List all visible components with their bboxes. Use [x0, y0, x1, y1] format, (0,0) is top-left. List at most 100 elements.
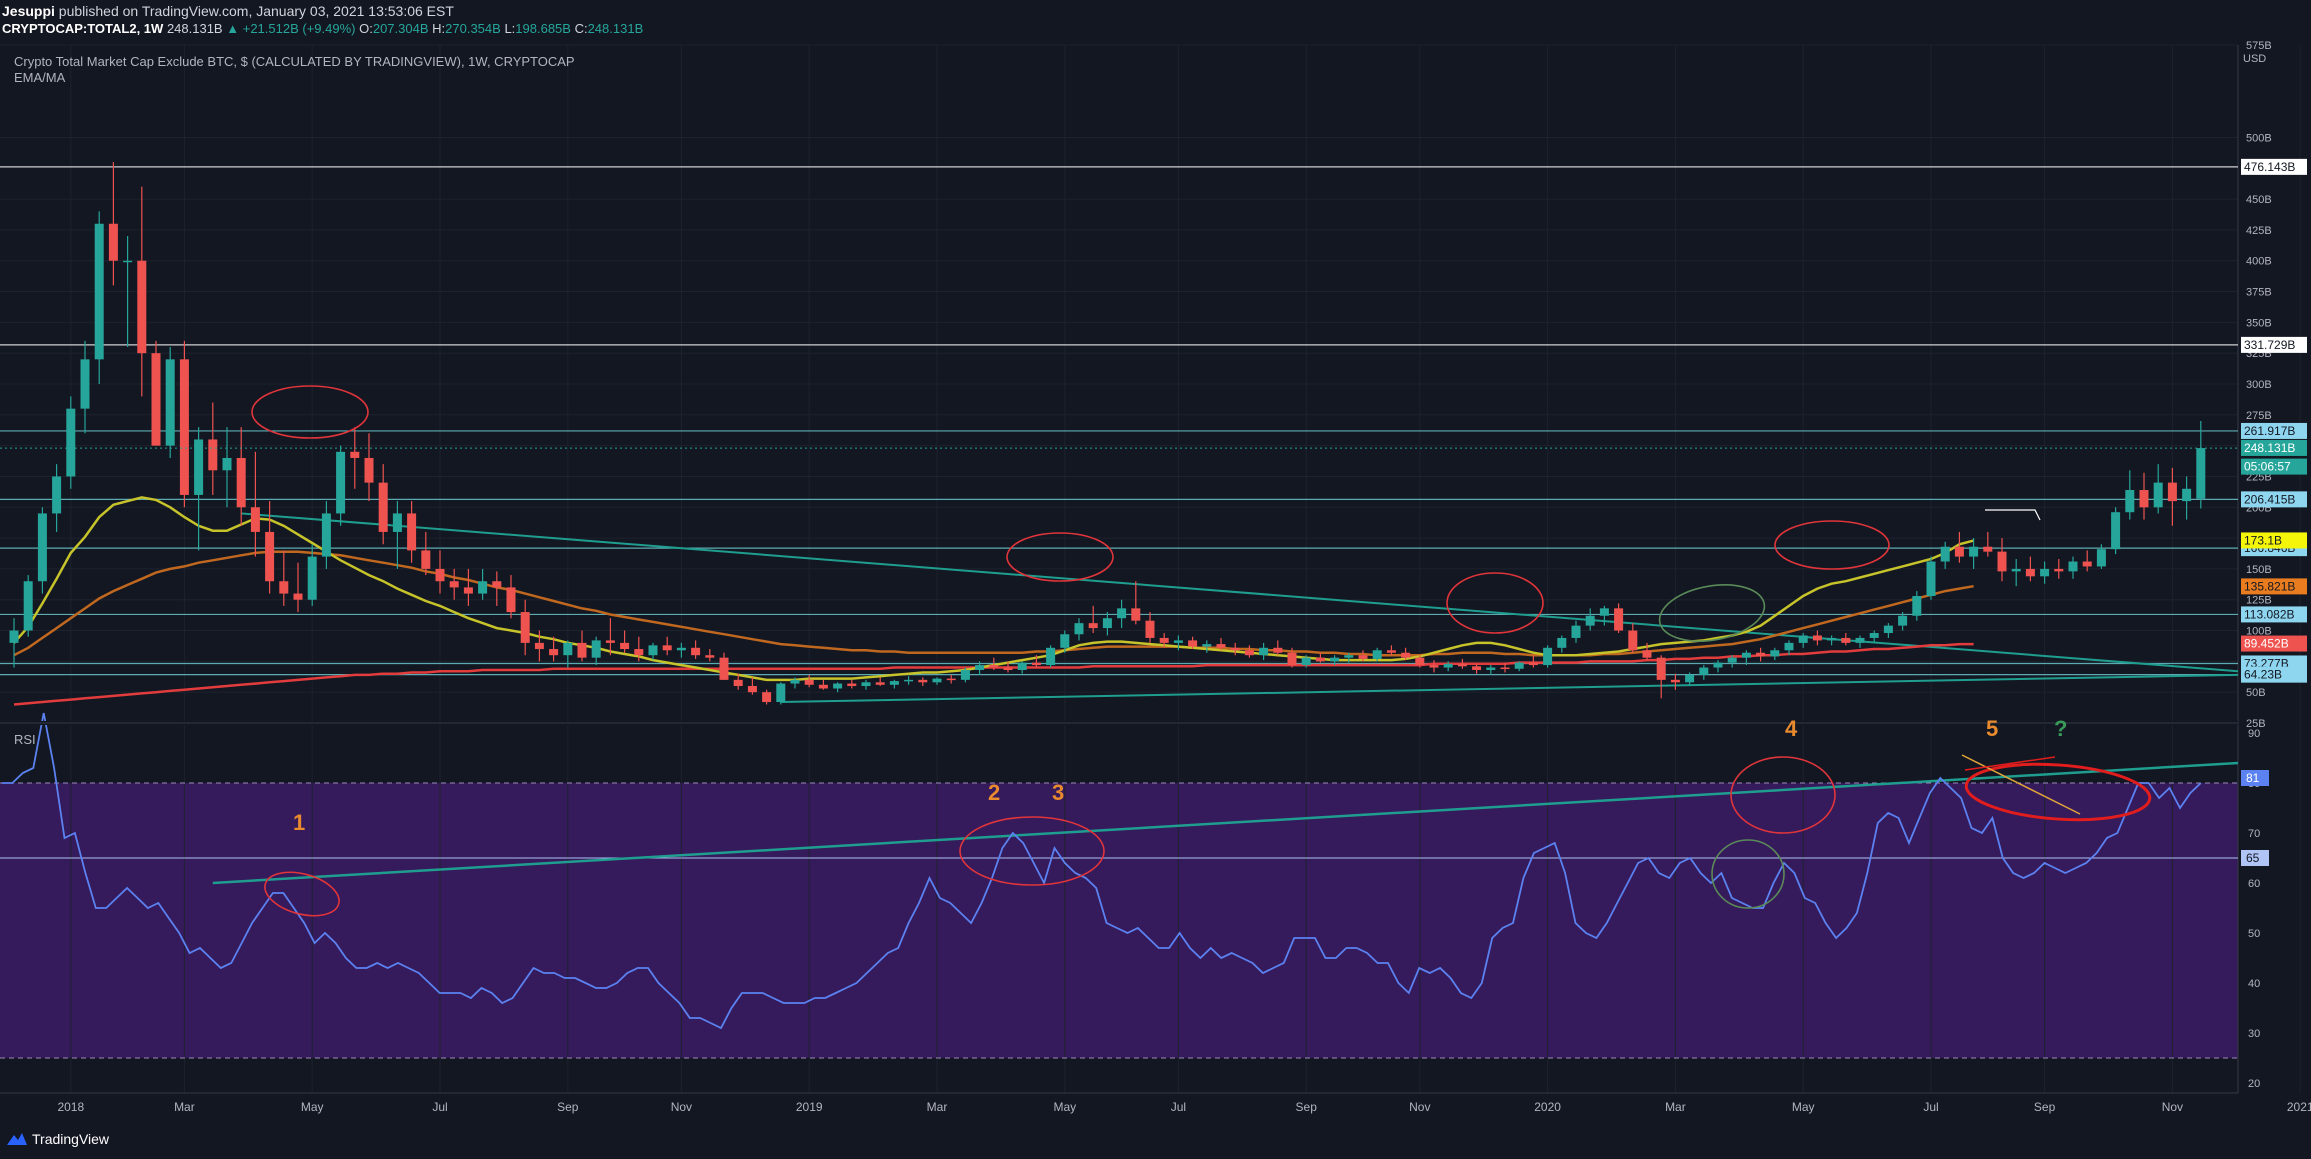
candle-down [946, 674, 956, 684]
time-tick-label: Nov [1409, 1100, 1430, 1114]
rsi-tick-label: 70 [2248, 828, 2260, 840]
candle-up [676, 642, 686, 658]
candle-down [449, 568, 459, 600]
candle-body [1244, 650, 1254, 656]
rsi-level-label: 81 [2241, 770, 2269, 786]
candle-up [1883, 623, 1893, 638]
candle-body [1883, 625, 1893, 634]
candle-body [1173, 640, 1183, 643]
rsi-level-bg [2241, 850, 2269, 866]
candle-body [960, 669, 970, 680]
candle-up [1869, 630, 1879, 643]
candle-body [350, 451, 360, 458]
candle-down [108, 162, 118, 286]
candle-body [861, 682, 871, 687]
time-tick-label: Nov [2162, 1100, 2183, 1114]
time-tick-label: May [301, 1100, 324, 1114]
candle-body [1926, 561, 1936, 597]
level-label-text: 261.917B [2244, 424, 2295, 438]
tradingview-logo-icon [6, 1131, 28, 1147]
candle-body [1940, 546, 1950, 562]
candle-body [1812, 635, 1822, 641]
currency-label: USD [2243, 53, 2267, 65]
candle-up [960, 667, 970, 683]
candle-up [1557, 635, 1567, 653]
level-label-bg [2241, 422, 2307, 439]
candle-up [321, 501, 331, 569]
candle-body [449, 581, 459, 588]
candle-body [719, 657, 729, 680]
level-price-label: 261.917B [2241, 422, 2307, 439]
candle-down [847, 679, 857, 689]
candle-up [2125, 470, 2135, 520]
candle-up [37, 507, 47, 594]
ema_orange-price-label: 135.821B [2241, 578, 2307, 595]
candle-body [1401, 652, 1411, 658]
time-tick-label: Mar [1665, 1100, 1686, 1114]
publisher-name[interactable]: Jesuppi [2, 3, 55, 19]
tradingview-brand[interactable]: TradingView [6, 1131, 109, 1147]
candle-down [1244, 645, 1254, 658]
countdown-price-label: 05:06:57 [2241, 458, 2307, 475]
candle-body [2040, 568, 2050, 577]
candle-down [1841, 633, 1851, 646]
time-tick-label: Sep [557, 1100, 579, 1114]
level-price-label: 476.143B [2241, 158, 2307, 175]
rsi-label[interactable]: RSI [14, 732, 36, 747]
candle-body [1571, 625, 1581, 638]
candle-down [463, 568, 473, 606]
candle-down [719, 652, 729, 680]
price-label-bg [2241, 439, 2307, 456]
candle-body [847, 683, 857, 687]
candle-down [1983, 531, 1993, 557]
candle-body [66, 408, 76, 477]
level-label-text: 206.415B [2244, 492, 2295, 506]
candle-body [293, 593, 303, 600]
candle-down [634, 636, 644, 662]
candle-body [506, 587, 516, 613]
candle-down [1145, 612, 1155, 643]
candle-body [620, 642, 630, 650]
candle-up [889, 679, 899, 689]
candle-body [932, 678, 942, 683]
rsi-tick-label: 50 [2248, 928, 2260, 940]
rsi-tick-label: 40 [2248, 978, 2260, 990]
candle-up [1571, 620, 1581, 643]
rsi-level-label: 65 [2241, 850, 2269, 866]
ascending-trendline [780, 673, 2239, 704]
level-label-bg [2241, 666, 2307, 683]
candle-up [2182, 476, 2192, 520]
level-price-label: 113.082B [2241, 606, 2307, 623]
price-tick-label: 150B [2246, 564, 2272, 576]
brand-name: TradingView [32, 1131, 110, 1147]
candle-body [1699, 667, 1709, 675]
candle-up [1912, 591, 1922, 621]
candle-up [1827, 635, 1837, 646]
symbol-line: CRYPTOCAP:TOTAL2, 1W 248.131B ▲ +21.512B… [2, 21, 643, 36]
candle-down [1670, 673, 1680, 690]
ema_yellow-price-label: 173.1B [2241, 532, 2307, 549]
rsi-annotation-arrow [1964, 756, 2056, 771]
candle-body [691, 647, 701, 656]
candle-up [1713, 660, 1723, 673]
indicator-label[interactable]: EMA/MA [14, 70, 66, 85]
candle-down [705, 649, 715, 662]
level-price-label: 331.729B [2241, 336, 2307, 353]
descending-trendline [241, 512, 2239, 673]
candle-body [1443, 663, 1453, 668]
candle-up [975, 661, 985, 675]
level-label-bg [2241, 606, 2307, 623]
candle-up [932, 677, 942, 685]
candle-body [1415, 657, 1425, 666]
candle-body [1628, 630, 1638, 651]
candle-down [1472, 663, 1482, 674]
candle-body [1770, 650, 1780, 657]
candle-body [478, 581, 488, 594]
candle-body [1599, 608, 1609, 616]
rsi-annotation-circle-green [1711, 839, 1785, 909]
level-label-bg [2241, 336, 2307, 353]
price-label-text: 05:06:57 [2244, 460, 2291, 474]
rsi-annotation-circle-bold [1964, 762, 2152, 822]
